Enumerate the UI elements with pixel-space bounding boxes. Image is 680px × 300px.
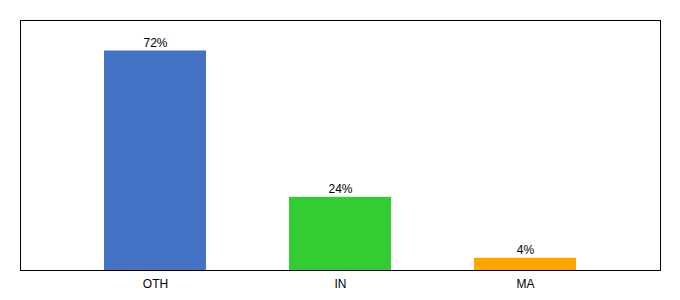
svg-text:4%: 4% bbox=[517, 243, 535, 257]
svg-text:24%: 24% bbox=[328, 182, 352, 196]
svg-text:72%: 72% bbox=[143, 36, 167, 50]
svg-text:IN: IN bbox=[335, 277, 347, 291]
svg-text:OTH: OTH bbox=[143, 277, 168, 291]
svg-text:MA: MA bbox=[517, 277, 535, 291]
